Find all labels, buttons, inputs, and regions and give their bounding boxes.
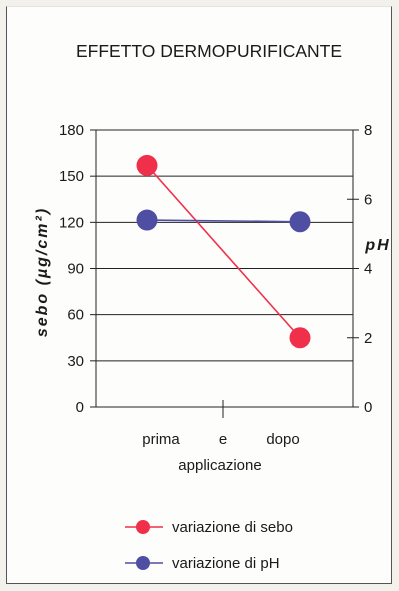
y2-axis-label: pH [364,237,390,254]
data-point [136,209,158,231]
y2-tick-label: 4 [364,261,372,278]
y-tick-label: 0 [76,399,84,416]
y-tick-label: 60 [67,307,84,324]
chart-title: EFFETTO DERMOPURIFICANTE [76,41,342,61]
data-point [289,327,311,349]
y2-tick-label: 6 [364,191,372,208]
chart: EFFETTO DERMOPURIFICANTE 030609012015018… [34,41,390,572]
y-tick-label: 120 [59,214,84,231]
x-tick-label: dopo [266,431,299,448]
y-axis-label: sebo (µg/cm²) [34,207,51,337]
legend-label: variazione di pH [172,555,280,572]
x-tick-label: e [219,431,227,448]
y2-tick-label: 2 [364,330,372,347]
y2-tick-label: 8 [364,122,372,139]
series-line [146,164,301,339]
y-tick-label: 90 [67,261,84,278]
chart-card: EFFETTO DERMOPURIFICANTE 0 30 60 90 120 150 18… [6,6,392,584]
series-line [146,219,301,223]
y-tick-label: 180 [59,122,84,139]
y-tick-label: 150 [59,168,84,185]
data-point [289,211,311,233]
legend-marker [136,520,150,534]
x-tick-label: prima [142,431,180,448]
data-point [136,154,158,176]
legend-label: variazione di sebo [172,519,293,536]
y2-tick-label: 0 [364,399,372,416]
y-tick-label: 30 [67,353,84,370]
legend-marker [136,556,150,570]
x-axis-label: applicazione [178,457,261,474]
